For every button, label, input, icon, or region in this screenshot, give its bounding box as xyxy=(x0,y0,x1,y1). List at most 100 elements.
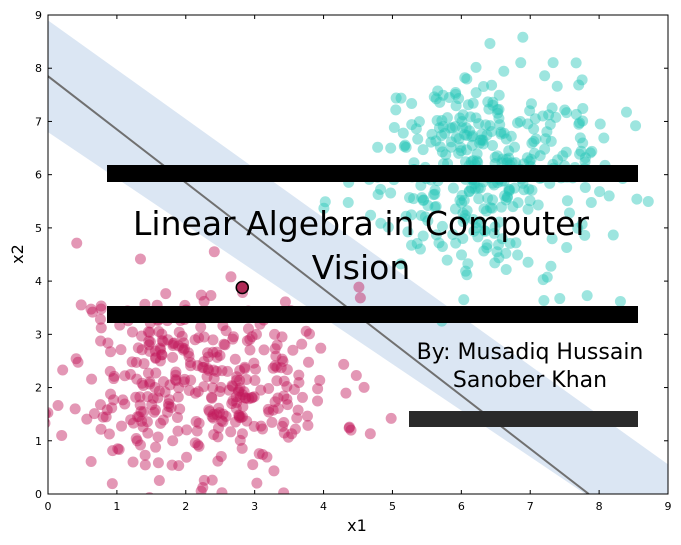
point-class-a xyxy=(230,416,242,428)
point-class-a xyxy=(197,482,209,494)
point-class-a xyxy=(203,404,215,416)
point-class-a xyxy=(144,326,156,338)
point-class-b xyxy=(487,96,499,108)
point-class-b xyxy=(365,209,377,221)
point-class-b xyxy=(466,139,478,151)
point-class-b xyxy=(547,57,559,69)
point-class-a xyxy=(81,413,93,425)
point-class-b xyxy=(406,119,418,131)
point-class-b xyxy=(318,202,330,214)
point-class-a xyxy=(220,325,232,337)
point-class-b xyxy=(464,111,476,123)
point-class-b xyxy=(493,112,505,124)
point-class-a xyxy=(130,391,142,403)
point-class-a xyxy=(149,345,161,357)
point-class-b xyxy=(478,203,490,215)
point-class-b xyxy=(554,293,566,305)
point-class-a xyxy=(149,404,161,416)
point-class-a xyxy=(278,427,290,439)
point-class-a xyxy=(208,364,220,376)
point-class-a xyxy=(288,383,300,395)
point-class-b xyxy=(462,258,474,270)
point-class-b xyxy=(545,260,557,272)
point-class-b xyxy=(539,70,551,82)
point-class-b xyxy=(518,184,530,196)
point-class-b xyxy=(440,149,452,161)
point-class-a xyxy=(225,426,237,438)
y-axis-label: x2 xyxy=(8,244,27,264)
point-class-a xyxy=(292,404,304,416)
point-class-a xyxy=(303,328,315,340)
point-class-a xyxy=(207,382,219,394)
point-class-b xyxy=(437,89,449,101)
point-class-b xyxy=(445,136,457,148)
point-class-a xyxy=(242,323,254,335)
point-class-a xyxy=(152,392,164,404)
point-class-a xyxy=(315,342,327,354)
point-class-a xyxy=(211,409,223,421)
point-class-b xyxy=(577,115,589,127)
point-class-b xyxy=(382,221,394,233)
point-class-a xyxy=(170,375,182,387)
point-class-a xyxy=(173,382,185,394)
point-class-b xyxy=(493,103,505,115)
point-class-b xyxy=(446,122,458,134)
point-class-a xyxy=(353,281,365,293)
point-class-b xyxy=(432,85,444,97)
point-class-b xyxy=(545,135,557,147)
point-class-a xyxy=(271,339,283,351)
point-class-b xyxy=(525,98,537,110)
point-class-a xyxy=(212,431,224,443)
point-class-b xyxy=(552,154,564,166)
point-class-b xyxy=(524,156,536,168)
point-class-b xyxy=(400,141,412,153)
y-tick-label: 7 xyxy=(35,115,42,128)
point-class-a xyxy=(275,362,287,374)
point-class-b xyxy=(372,141,384,153)
point-class-a xyxy=(170,369,182,381)
point-class-a xyxy=(354,292,366,304)
point-class-b xyxy=(430,93,442,105)
point-class-a xyxy=(172,425,184,437)
point-class-b xyxy=(408,193,420,205)
point-class-b xyxy=(508,182,520,194)
point-class-a xyxy=(163,400,175,412)
point-class-a xyxy=(231,396,243,408)
point-class-a xyxy=(282,399,294,411)
point-class-b xyxy=(492,104,504,116)
point-class-a xyxy=(385,412,397,424)
points-layer xyxy=(48,31,654,494)
point-class-a xyxy=(249,374,261,386)
point-class-b xyxy=(398,140,410,152)
point-class-b xyxy=(487,140,499,152)
point-class-a xyxy=(350,370,362,382)
point-class-b xyxy=(574,132,586,144)
point-class-a xyxy=(237,411,249,423)
point-class-a xyxy=(216,487,228,494)
point-class-b xyxy=(470,61,482,73)
point-class-a xyxy=(106,402,118,414)
point-class-a xyxy=(119,370,131,382)
point-class-a xyxy=(189,334,201,346)
point-class-a xyxy=(153,474,165,486)
point-class-a xyxy=(239,392,251,404)
point-class-b xyxy=(457,109,469,121)
point-class-a xyxy=(152,431,164,443)
point-class-a xyxy=(287,344,299,356)
point-class-b xyxy=(498,65,510,77)
point-class-b xyxy=(487,99,499,111)
point-class-b xyxy=(620,106,632,118)
point-class-b xyxy=(523,183,535,195)
point-class-b xyxy=(439,127,451,139)
point-class-a xyxy=(229,353,241,365)
point-class-b xyxy=(488,227,500,239)
point-class-b xyxy=(607,229,619,241)
point-class-b xyxy=(470,87,482,99)
point-class-b xyxy=(460,122,472,134)
point-class-b xyxy=(473,118,485,130)
point-class-a xyxy=(95,300,107,312)
point-class-a xyxy=(150,352,162,364)
point-class-a xyxy=(203,364,215,376)
point-class-a xyxy=(358,381,370,393)
point-class-b xyxy=(425,136,437,148)
